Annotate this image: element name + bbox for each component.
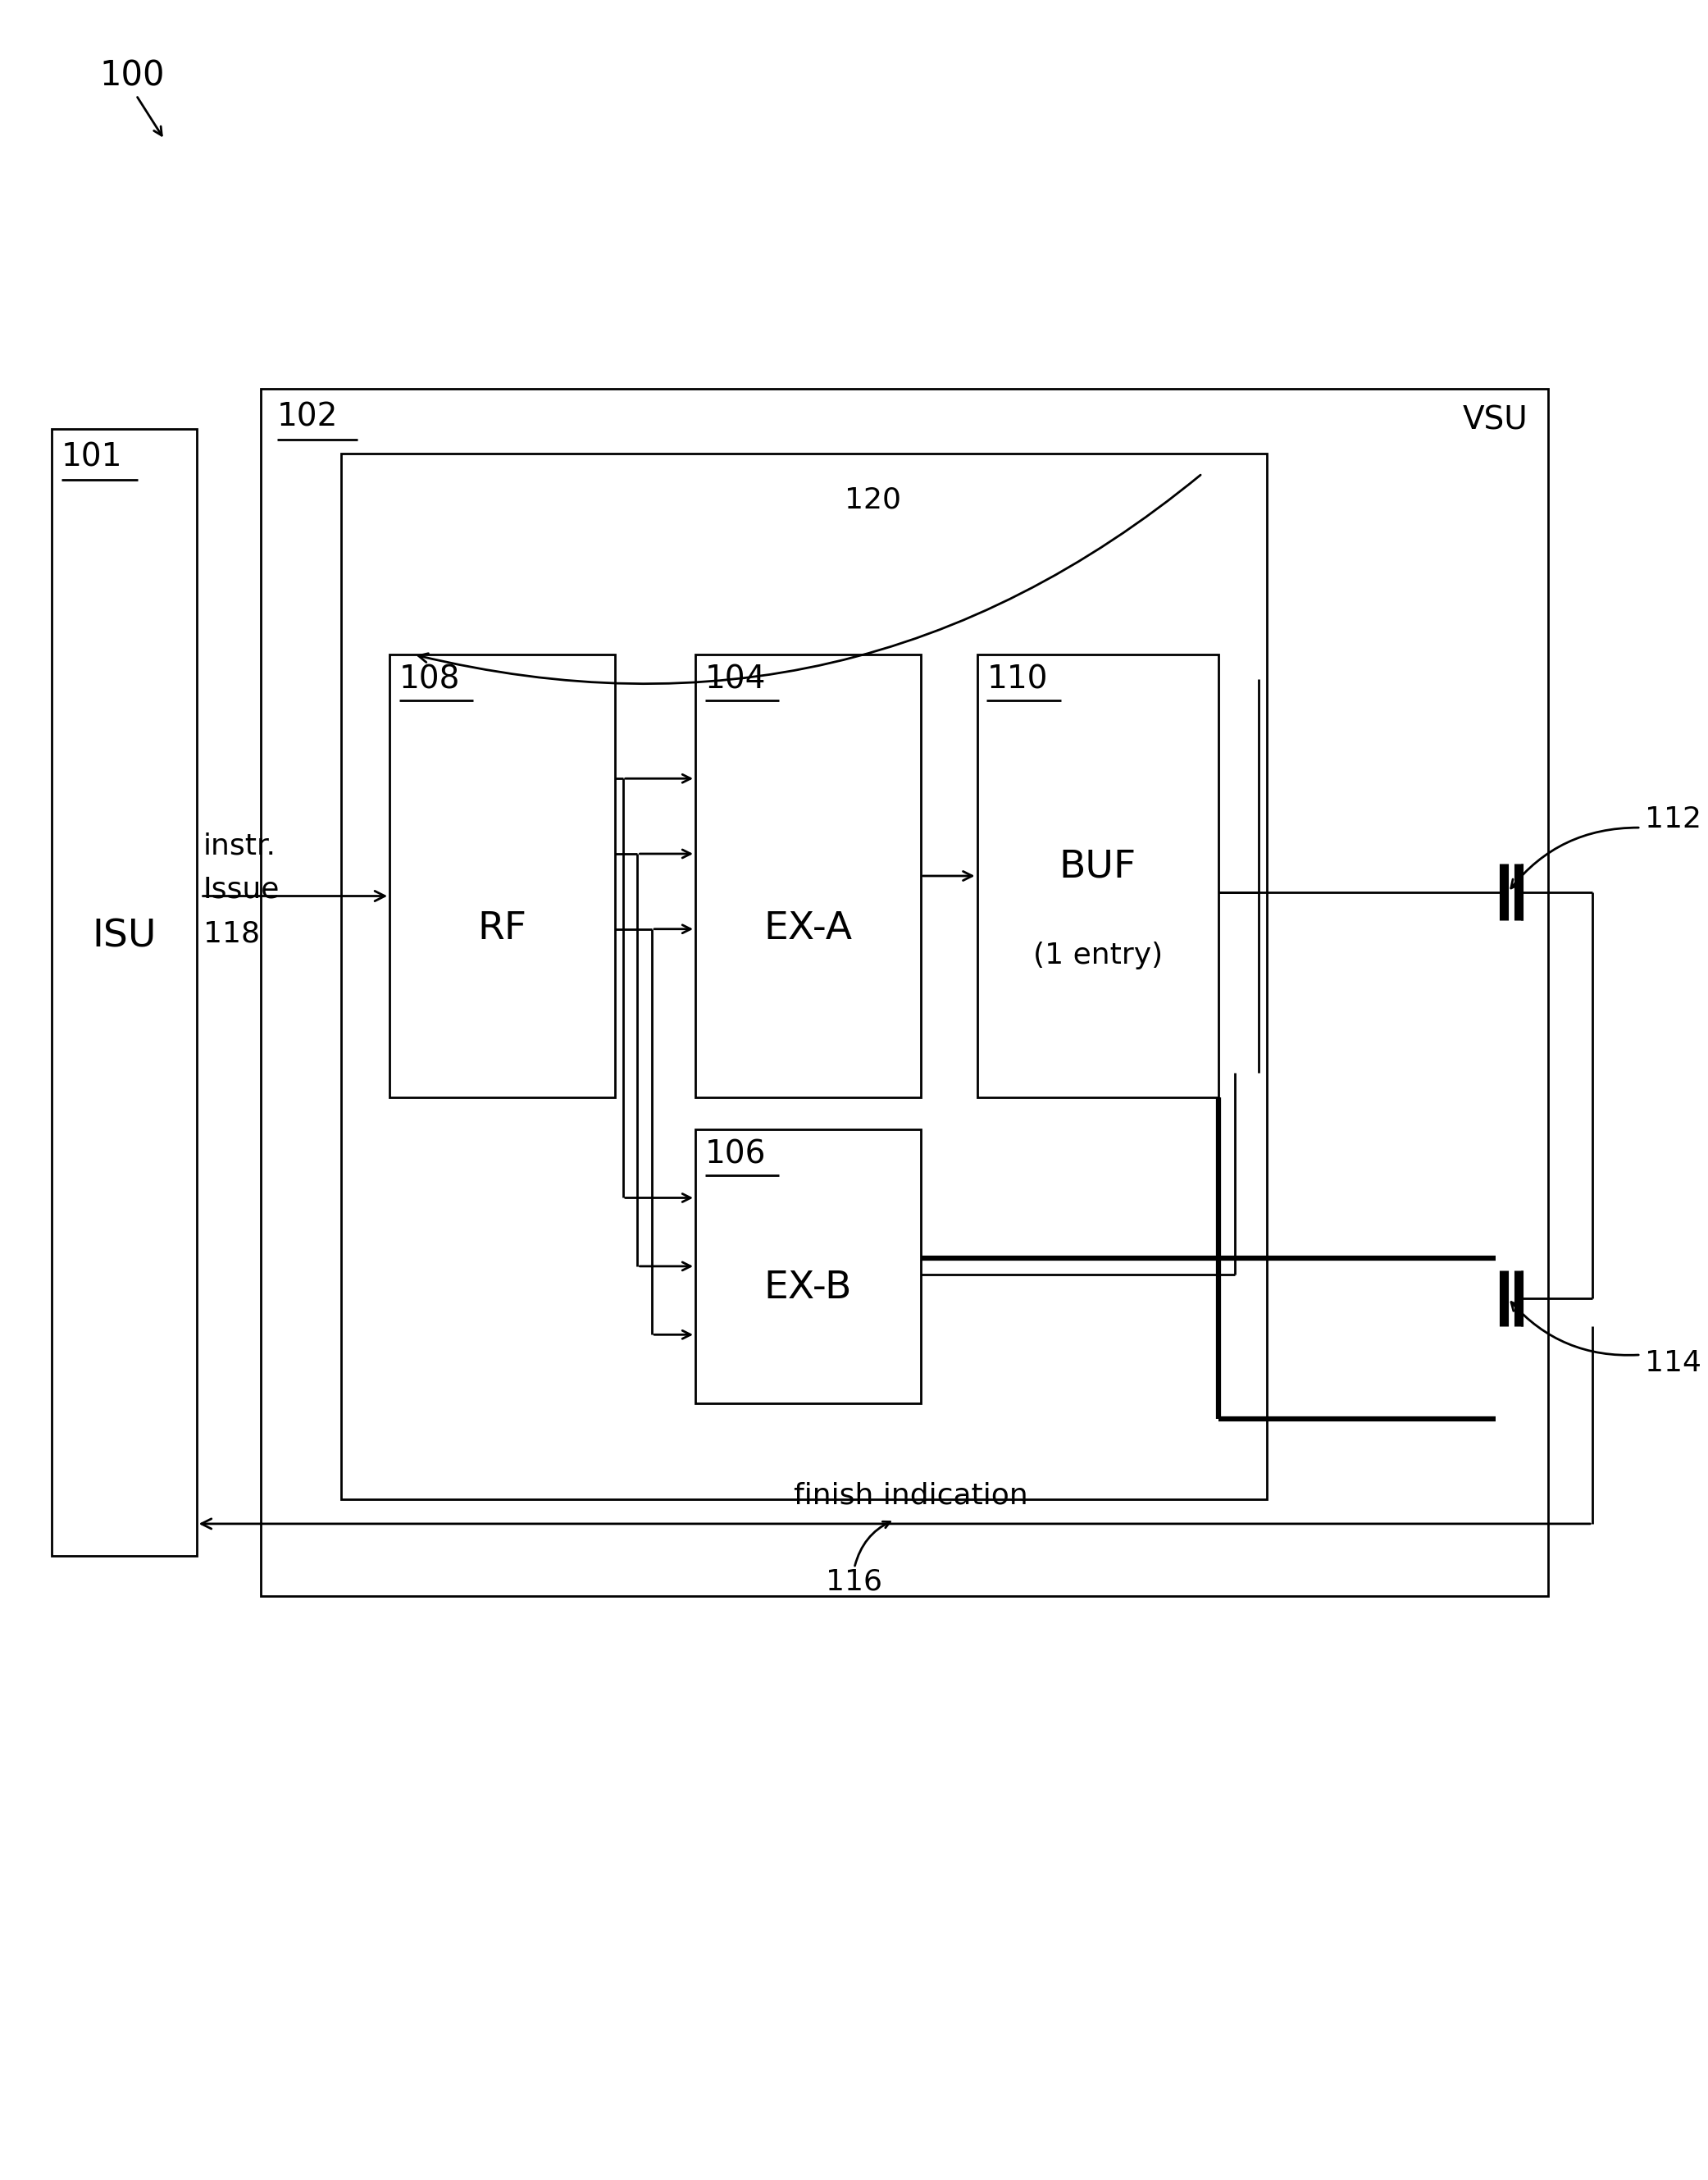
Text: 112: 112 xyxy=(1645,807,1701,833)
Text: 110: 110 xyxy=(987,665,1047,695)
Text: instr.: instr. xyxy=(203,831,277,859)
Text: 114: 114 xyxy=(1645,1349,1701,1378)
Text: EX-A: EX-A xyxy=(763,911,852,948)
Text: 118: 118 xyxy=(203,920,260,948)
Text: 102: 102 xyxy=(277,401,338,432)
Bar xyxy=(695,654,921,1097)
Text: BUF: BUF xyxy=(1059,848,1136,885)
Text: EX-B: EX-B xyxy=(763,1269,852,1306)
Text: Issue: Issue xyxy=(203,876,280,905)
Bar xyxy=(261,388,1547,1596)
Text: 100: 100 xyxy=(101,59,166,94)
Text: VSU: VSU xyxy=(1462,405,1529,436)
Bar xyxy=(695,1129,921,1404)
Bar xyxy=(342,453,1267,1500)
Text: 116: 116 xyxy=(827,1567,883,1596)
Text: 106: 106 xyxy=(705,1140,767,1171)
Bar xyxy=(977,654,1218,1097)
Bar xyxy=(51,429,196,1557)
Text: finish indication: finish indication xyxy=(794,1482,1028,1509)
Text: (1 entry): (1 entry) xyxy=(1033,942,1163,970)
Text: 108: 108 xyxy=(400,665,459,695)
Text: 101: 101 xyxy=(61,440,123,473)
Text: ISU: ISU xyxy=(92,918,157,955)
Text: 104: 104 xyxy=(705,665,765,695)
Text: RF: RF xyxy=(478,911,526,948)
Bar xyxy=(389,654,615,1097)
Text: 120: 120 xyxy=(844,486,900,514)
